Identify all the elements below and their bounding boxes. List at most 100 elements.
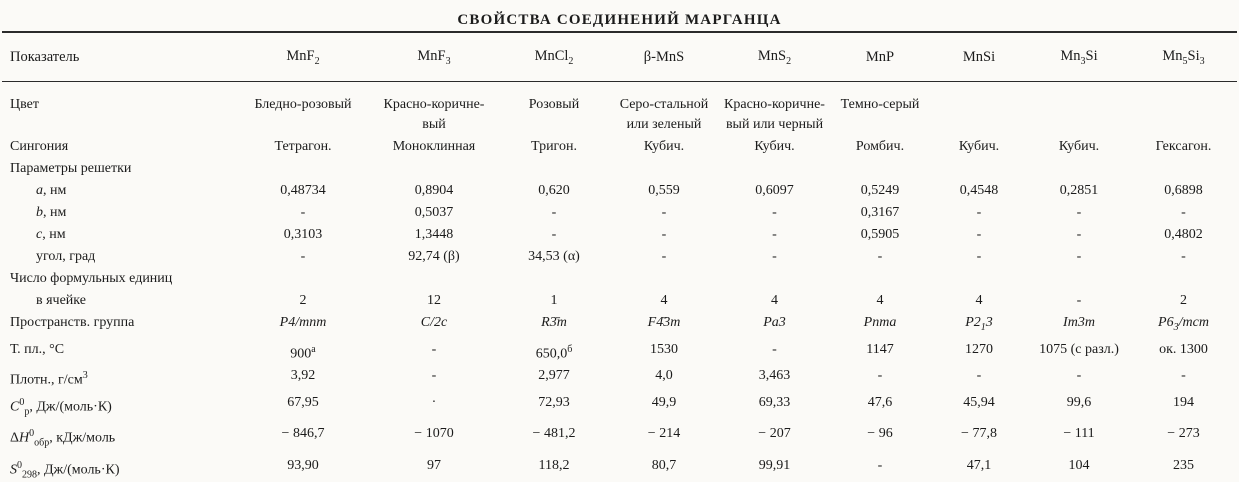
table-row: S0298, Дж/(моль·К) 93,90 97 118,2 80,7 99,91 -…: [2, 455, 1237, 482]
table-cell: [369, 158, 499, 180]
table-cell: Моноклинная: [392, 138, 476, 154]
table-cell: 900а: [290, 343, 316, 362]
table-cell: 99,6: [1066, 395, 1092, 410]
table-cell: [719, 158, 830, 180]
row-label: Параметры решетки: [10, 160, 132, 176]
table-cell: [609, 158, 719, 180]
table-cell: -: [300, 248, 306, 264]
table-cell: -: [1181, 204, 1186, 220]
table-cell: 118,2: [538, 457, 570, 473]
column-header-compound: Mn3Si: [1028, 33, 1130, 82]
table-cell: [1130, 268, 1237, 290]
table-row: Число формульных единиц: [2, 268, 1237, 290]
table-cell: 69,33: [758, 395, 791, 410]
table-cell: [830, 158, 930, 180]
table-cell: [237, 268, 369, 290]
table-cell: 12: [427, 292, 441, 308]
table-cell: -: [877, 368, 883, 384]
table-cell: − 77,8: [961, 426, 997, 442]
column-header-compound: β-MnS: [609, 33, 719, 82]
table-cell: -: [976, 204, 982, 220]
table-cell: Кубич.: [1058, 138, 1100, 154]
table-cell: Тетрагон.: [274, 138, 332, 154]
table-cell: 80,7: [651, 457, 677, 473]
table-cell: P4/mnm: [279, 314, 327, 330]
table-cell: Бледно-розовый: [254, 96, 352, 112]
table-cell: Кубич.: [958, 138, 1000, 154]
table-cell: 92,74 (β): [408, 248, 460, 264]
table-cell: 47,1: [966, 457, 992, 473]
table-cell: -: [1181, 248, 1186, 264]
table-cell: Серо-стальной или зеленый: [619, 96, 709, 132]
table-cell: P213: [965, 314, 993, 333]
table-header: Показатель MnF2 MnF3 MnCl2 β-MnS MnS2 MnP MnSi M…: [2, 33, 1237, 82]
row-label: Т. пл., °С: [10, 341, 65, 357]
table-cell: C/2c: [420, 314, 448, 330]
table-cell: Розовый: [528, 96, 580, 112]
table-cell: [369, 268, 499, 290]
table-cell: 0,3167: [860, 204, 900, 220]
row-label: Число формульных единиц: [10, 270, 173, 286]
table-cell: − 214: [647, 426, 681, 442]
top-rule: [2, 31, 1237, 33]
table-cell: -: [976, 248, 982, 264]
table-cell: [1130, 158, 1237, 180]
page-title: СВОЙСТВА СОЕДИНЕНИЙ МАРГАНЦА: [457, 12, 782, 28]
column-header-compound: Mn5Si3: [1130, 33, 1237, 82]
table-row: Сингония Тетрагон. Моноклинная Тригон. Кубич…: [2, 136, 1237, 158]
table-row: Т. пл., °С 900а - 650,0б 1530 - 1147 1270 1075 (…: [2, 339, 1237, 366]
row-label: в ячейке: [36, 292, 86, 308]
table-cell: 45,94: [963, 395, 995, 410]
table-cell: 1075 (с разл.): [1039, 341, 1119, 357]
column-header-compound: MnF3: [369, 33, 499, 82]
table-cell: 235: [1173, 457, 1194, 473]
table-row: Параметры решетки: [2, 158, 1237, 180]
table-cell: 1,3448: [414, 226, 454, 242]
table-cell: -: [431, 368, 437, 384]
table-header-row: Показатель MnF2 MnF3 MnCl2 β-MnS MnS2 MnP MnSi M…: [2, 33, 1237, 82]
table-cell: Тригон.: [531, 138, 577, 154]
table-cell: 650,0б: [535, 343, 573, 362]
table-body: Цвет Бледно-розовый Красно-коричне- вый Роз…: [2, 81, 1237, 482]
table-cell: -: [1076, 368, 1082, 384]
row-label: ΔH0обр, кДж/моль: [10, 428, 116, 449]
table-row: a, нм 0,48734 0,8904 0,620 0,559 0,6097 0,5249…: [2, 180, 1237, 202]
table-cell: -: [551, 204, 557, 220]
table-cell: -: [772, 341, 777, 357]
row-label: b, нм: [36, 204, 67, 220]
row-label: Сингония: [10, 138, 69, 154]
table-cell: 1530: [650, 341, 678, 357]
table-cell: Темно-серый: [840, 96, 920, 112]
table-cell: − 1070: [414, 426, 454, 442]
row-label: a, нм: [36, 182, 67, 198]
table-cell: -: [661, 226, 667, 242]
table-cell: 4: [975, 292, 983, 308]
table-cell: 0,5037: [414, 204, 454, 220]
table-cell: [930, 268, 1028, 290]
table-cell: [609, 268, 719, 290]
row-label: C0p, Дж/(моль·К): [10, 397, 112, 418]
table-cell: 0,3103: [283, 226, 323, 242]
table-cell: 2,977: [538, 368, 570, 384]
table-cell: -: [661, 204, 667, 220]
table-cell: 99,91: [758, 457, 791, 473]
table-cell: − 111: [1063, 426, 1095, 442]
table-cell: − 273: [1167, 426, 1200, 442]
table-cell: 67,95: [287, 395, 319, 410]
table-cell: -: [772, 248, 777, 264]
table-cell: 0,5905: [860, 226, 900, 242]
table-cell: 49,9: [651, 395, 677, 410]
table-cell: 93,90: [287, 457, 319, 473]
table-cell: 1: [550, 292, 558, 308]
row-label: S0298, Дж/(моль·К): [10, 459, 120, 481]
table-cell: 4: [771, 292, 778, 308]
table-cell: Pnma: [863, 314, 897, 330]
column-header-compound: MnSi: [930, 33, 1028, 82]
table-cell: 4: [660, 292, 668, 308]
table-cell: [930, 81, 1028, 136]
properties-table: Показатель MnF2 MnF3 MnCl2 β-MnS MnS2 MnP MnSi M…: [2, 33, 1237, 482]
table-cell: 0,6097: [755, 182, 794, 198]
table-cell: 0,48734: [280, 182, 326, 198]
table-cell: 0,2851: [1059, 182, 1099, 198]
